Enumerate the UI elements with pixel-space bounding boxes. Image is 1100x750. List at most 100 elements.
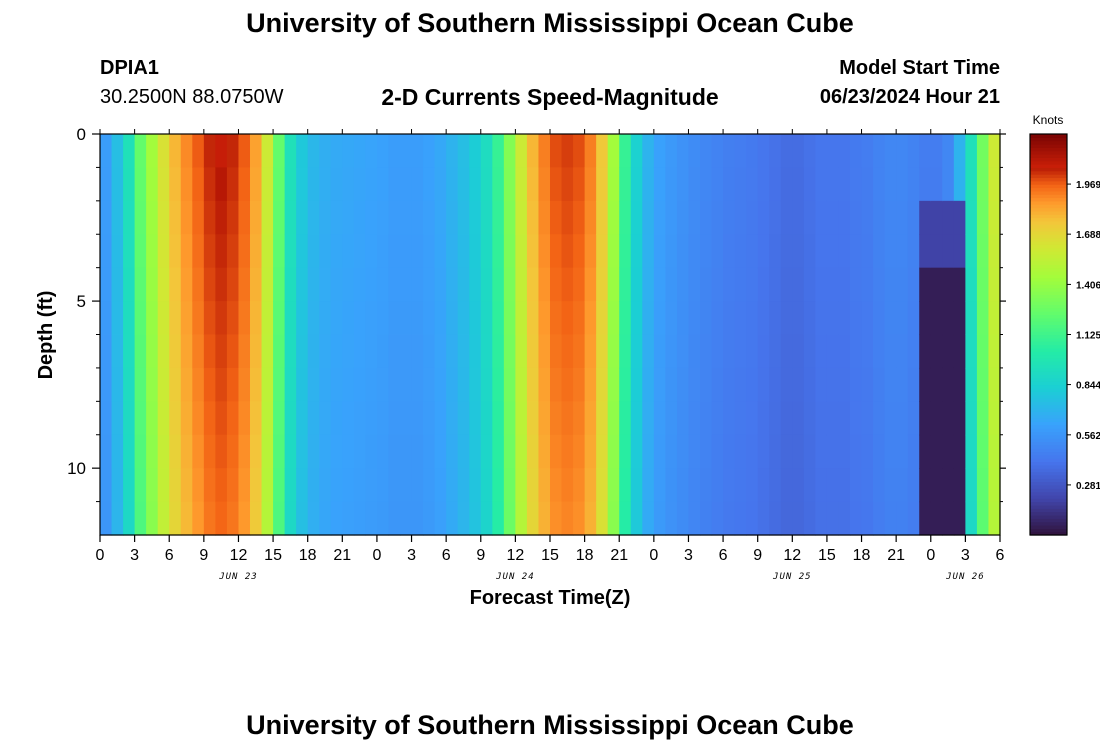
heatmap-cell: [861, 301, 874, 336]
heatmap-cell: [284, 434, 297, 469]
x-tick-label: 15: [818, 547, 836, 564]
heatmap-cell: [457, 134, 470, 169]
heatmap-cell: [226, 167, 240, 202]
heatmap-cell: [780, 367, 793, 402]
colorbar-swatch: [1030, 514, 1067, 519]
heatmap-cell: [965, 501, 978, 536]
heatmap-cell: [953, 301, 966, 336]
heatmap-cell: [515, 234, 528, 269]
heatmap-cell: [861, 234, 874, 269]
colorbar-swatch: [1030, 498, 1067, 503]
heatmap-cell: [988, 501, 1001, 536]
heatmap-cell: [642, 501, 655, 536]
heatmap-cell: [688, 501, 701, 536]
heatmap-cell: [688, 367, 701, 402]
colorbar-swatch: [1030, 257, 1067, 262]
heatmap-cell: [526, 167, 540, 202]
x-tick-label: 9: [753, 547, 762, 564]
heatmap-cell: [676, 367, 690, 402]
heatmap-cell: [976, 434, 990, 469]
heatmap-cell: [746, 167, 759, 202]
heatmap-cell: [873, 334, 886, 369]
heatmap-cell: [803, 134, 816, 169]
heatmap-cell: [330, 134, 343, 169]
colorbar-tick-label: 0.281: [1076, 481, 1100, 492]
heatmap-cell: [180, 301, 193, 336]
heatmap-cell: [376, 134, 390, 169]
heatmap-cell: [561, 434, 574, 469]
heatmap-cell: [411, 234, 424, 269]
heatmap-cell: [884, 501, 897, 536]
heatmap-cell: [111, 401, 124, 436]
heatmap-cell: [700, 167, 713, 202]
heatmap-cell: [296, 134, 309, 169]
colorbar-swatch: [1030, 194, 1067, 199]
heatmap-cell: [157, 501, 170, 536]
heatmap-cell: [734, 200, 747, 235]
heatmap-cell: [596, 267, 609, 302]
heatmap-cell: [803, 234, 816, 269]
heatmap-cell: [400, 234, 413, 269]
heatmap-cell: [942, 200, 955, 235]
colorbar-swatch: [1030, 484, 1067, 489]
heatmap-cell: [734, 434, 747, 469]
heatmap-cell: [526, 367, 540, 402]
heatmap-cell: [111, 234, 124, 269]
heatmap-cell: [919, 401, 932, 436]
heatmap-cell: [896, 434, 909, 469]
heatmap-cell: [550, 234, 563, 269]
heatmap-cell: [215, 334, 228, 369]
x-tick-label: 15: [541, 547, 559, 564]
heatmap-cell: [503, 434, 516, 469]
heatmap-cell: [861, 367, 874, 402]
heatmap-cell: [711, 434, 724, 469]
colorbar-label: Knots: [1033, 113, 1064, 127]
heatmap-cell: [907, 234, 920, 269]
heatmap-cell: [330, 167, 343, 202]
heatmap-cell: [400, 134, 413, 169]
heatmap-cell: [746, 468, 759, 503]
heatmap-cell: [134, 468, 147, 503]
heatmap-cell: [100, 401, 113, 436]
heatmap-cell: [769, 367, 782, 402]
heatmap-cell: [757, 134, 770, 169]
heatmap-cell: [630, 501, 643, 536]
heatmap-cell: [284, 367, 297, 402]
heatmap-cell: [550, 134, 563, 169]
heatmap-cell: [792, 501, 805, 536]
colorbar-swatch: [1030, 291, 1067, 295]
heatmap-cell: [203, 468, 216, 503]
colorbar-swatch: [1030, 264, 1067, 269]
heatmap-cell: [596, 401, 609, 436]
colorbar-swatch: [1030, 157, 1067, 162]
heatmap-cell: [353, 301, 366, 336]
heatmap-cell: [296, 167, 309, 202]
x-tick-label: 3: [130, 547, 139, 564]
heatmap-cell: [238, 468, 251, 503]
x-tick-label: 6: [165, 547, 174, 564]
heatmap-cell: [330, 401, 343, 436]
colorbar-swatch: [1030, 377, 1067, 382]
heatmap-cell: [815, 468, 828, 503]
heatmap-cell: [711, 301, 724, 336]
heatmap-cell: [561, 468, 574, 503]
heatmap-cell: [203, 367, 216, 402]
heatmap-cell: [711, 334, 724, 369]
heatmap-cell: [203, 334, 216, 369]
heatmap-cell: [215, 267, 228, 302]
heatmap-cell: [757, 434, 770, 469]
heatmap-cell: [480, 401, 493, 436]
heatmap-cell: [526, 468, 540, 503]
colorbar-swatch: [1030, 414, 1067, 419]
colorbar-swatch: [1030, 190, 1067, 195]
heatmap-cell: [480, 301, 493, 336]
heatmap-cell: [561, 167, 574, 202]
heatmap-cell: [434, 267, 447, 302]
heatmap-cell: [376, 267, 390, 302]
heatmap-cell: [226, 334, 240, 369]
heatmap-cell: [192, 167, 205, 202]
heatmap-cell: [319, 267, 332, 302]
heatmap-cell: [723, 267, 736, 302]
heatmap-cell: [250, 367, 263, 402]
heatmap-cell: [873, 267, 886, 302]
